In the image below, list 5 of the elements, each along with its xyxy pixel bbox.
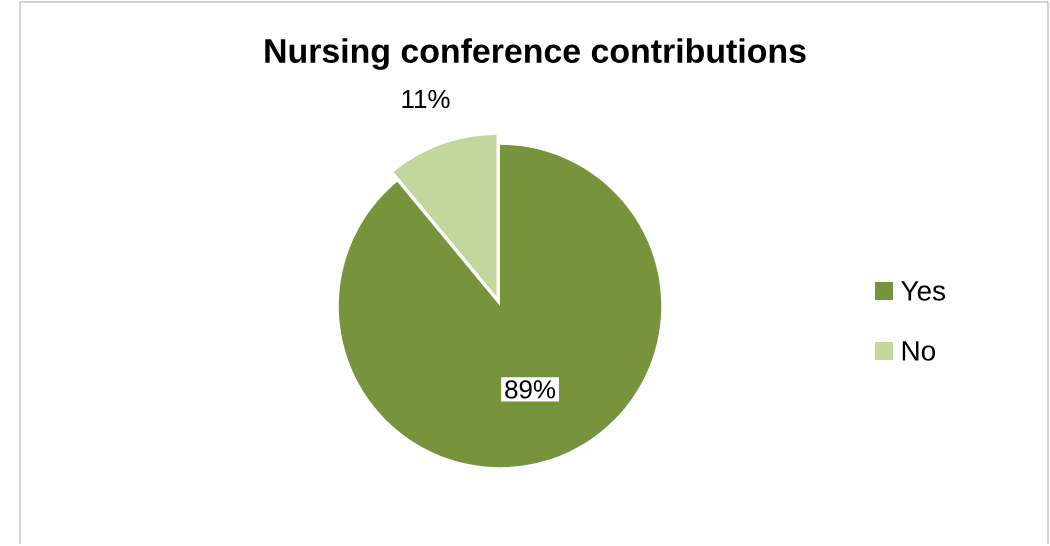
data-label: 11%	[402, 89, 450, 109]
legend-label: Yes	[901, 281, 946, 301]
legend-label: No	[902, 341, 936, 361]
data-label: 89%	[505, 380, 556, 399]
chart-title: Nursing conference contributions	[265, 38, 806, 70]
